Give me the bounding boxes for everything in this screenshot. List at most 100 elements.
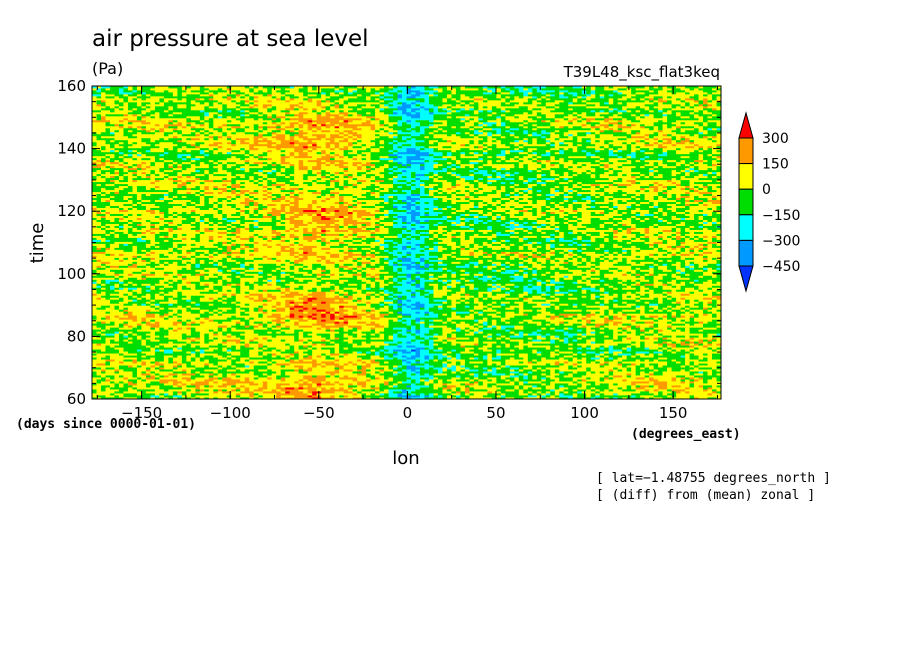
heat-cell	[518, 361, 524, 364]
heat-cell	[348, 361, 354, 364]
heat-cell	[509, 349, 515, 352]
heat-cell	[604, 341, 632, 344]
heat-cell	[716, 365, 721, 368]
heat-cell	[419, 361, 426, 364]
heat-cell	[698, 329, 704, 332]
heat-cell	[541, 393, 547, 396]
heat-cell	[644, 347, 650, 350]
heat-cell	[145, 337, 156, 340]
heat-cell	[330, 337, 336, 340]
heat-cell	[92, 315, 98, 318]
heat-cell	[361, 359, 372, 362]
heat-cell	[312, 397, 322, 399]
heat-cell	[523, 341, 529, 344]
heat-cell	[262, 389, 273, 392]
heat-cell	[253, 331, 268, 334]
heat-cell	[622, 337, 628, 340]
heat-cell	[267, 387, 277, 390]
heat-cell	[352, 363, 358, 366]
heat-cell	[172, 393, 178, 396]
heat-cell	[141, 379, 147, 382]
heat-cell	[644, 377, 650, 380]
heat-cell	[312, 367, 336, 370]
heat-cell	[204, 317, 210, 320]
heat-cell	[631, 367, 637, 370]
heat-cell	[208, 361, 219, 364]
heat-cell	[276, 335, 295, 338]
heat-cell	[136, 379, 143, 382]
heat-cell	[163, 335, 183, 338]
heat-cell	[114, 331, 120, 334]
heat-cell	[114, 321, 125, 324]
heat-cell	[123, 381, 129, 384]
heat-cell	[312, 323, 327, 326]
heat-cell	[276, 387, 286, 390]
heat-cell	[208, 381, 214, 384]
heat-cell	[105, 321, 111, 324]
heat-cell	[613, 367, 619, 370]
heat-cell	[644, 371, 650, 374]
heat-cell	[267, 369, 273, 372]
heat-cell	[442, 379, 448, 382]
heat-cell	[177, 327, 183, 330]
heat-cell	[375, 321, 390, 324]
heat-cell	[145, 391, 174, 394]
heat-cell	[375, 371, 381, 374]
heat-cell	[451, 365, 457, 368]
heat-cell	[545, 333, 551, 336]
heat-cell	[190, 327, 196, 330]
heat-cell	[554, 341, 565, 344]
heat-cell	[154, 347, 174, 350]
heat-cell	[190, 383, 210, 386]
heat-cell	[707, 341, 713, 344]
heat-cell	[127, 323, 138, 326]
heat-cell	[496, 383, 515, 386]
heat-cell	[208, 389, 214, 392]
heat-cell	[500, 365, 506, 368]
heat-cell	[334, 319, 345, 322]
heat-cell	[154, 359, 165, 362]
heat-cell	[136, 325, 143, 328]
heat-cell	[316, 359, 336, 362]
heat-cell	[267, 381, 295, 384]
heat-cell	[217, 377, 223, 380]
heat-cell	[608, 397, 614, 399]
heat-cell	[464, 349, 470, 352]
heat-cell	[613, 333, 637, 336]
heat-cell	[190, 333, 201, 336]
heat-cell	[626, 335, 641, 338]
heat-cell	[100, 385, 111, 388]
heat-cell	[226, 359, 232, 362]
heat-cell	[145, 315, 156, 318]
heat-cell	[635, 367, 641, 370]
heat-cell	[154, 337, 169, 340]
heat-cell	[514, 379, 520, 382]
heat-cell	[446, 325, 457, 328]
heat-cell	[541, 323, 547, 326]
heat-cell	[244, 317, 250, 320]
heat-cell	[572, 359, 587, 362]
heat-cell	[581, 347, 587, 350]
heat-cell	[500, 367, 511, 370]
heat-cell	[388, 355, 394, 358]
heat-cell	[581, 383, 592, 386]
heat-cell	[460, 361, 466, 364]
heat-cell	[92, 347, 107, 350]
heat-cell	[572, 363, 578, 366]
heat-cell	[145, 375, 151, 378]
heat-cell	[384, 383, 390, 386]
heat-cell	[424, 363, 430, 366]
heat-cell	[249, 357, 286, 360]
heat-cell	[464, 329, 470, 332]
heat-cell	[100, 333, 107, 336]
heat-cell	[626, 357, 659, 360]
heat-cell	[96, 335, 116, 338]
heat-cell	[307, 393, 313, 396]
heat-cell	[231, 333, 241, 336]
heat-cell	[599, 379, 605, 382]
heat-cell	[384, 327, 394, 330]
heat-cell	[289, 375, 304, 378]
heat-cell	[518, 383, 524, 386]
heat-cell	[136, 353, 147, 356]
heat-cell	[208, 365, 219, 368]
